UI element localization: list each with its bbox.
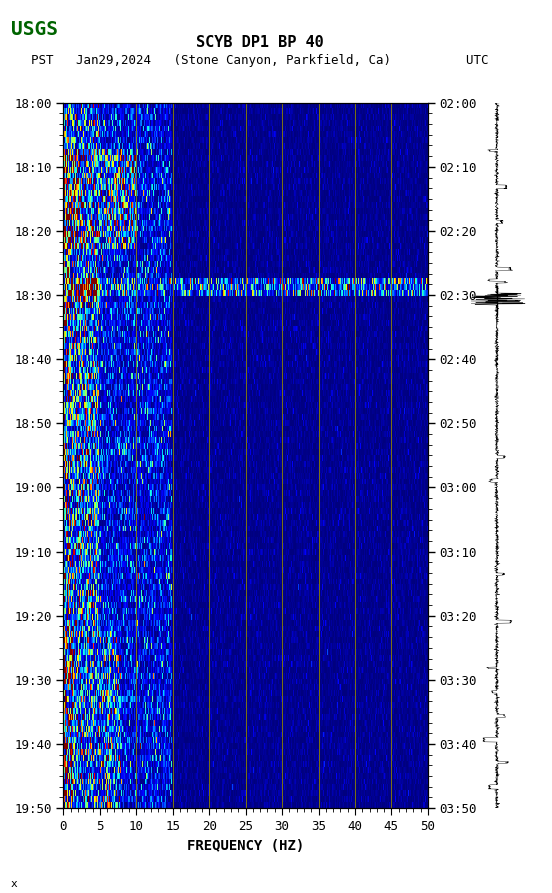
Text: USGS: USGS (11, 20, 58, 38)
X-axis label: FREQUENCY (HZ): FREQUENCY (HZ) (187, 839, 304, 853)
Text: PST   Jan29,2024   (Stone Canyon, Parkfield, Ca)          UTC: PST Jan29,2024 (Stone Canyon, Parkfield,… (31, 54, 488, 67)
Text: x: x (11, 879, 18, 889)
Text: SCYB DP1 BP 40: SCYB DP1 BP 40 (195, 36, 323, 50)
